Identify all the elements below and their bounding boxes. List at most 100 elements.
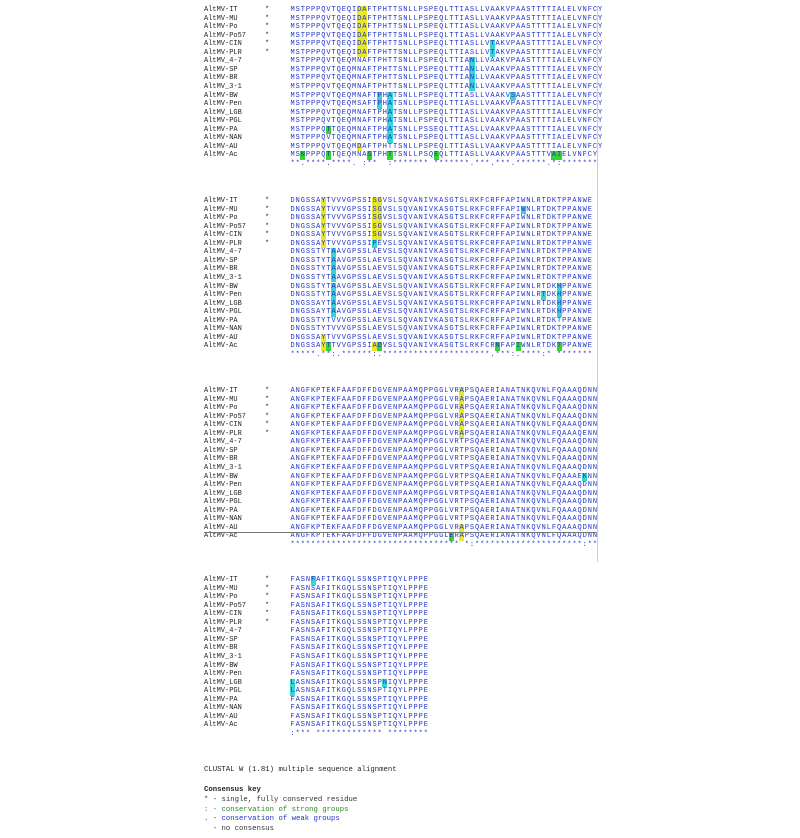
sequence-name: AltMV-Ac xyxy=(204,721,238,730)
sequence-name: AltMV_3-1 xyxy=(204,652,242,661)
sequence-residues: DNGSSTYTVVVGPSSLAEVSLSQVANIVKASGTSLRKFCR… xyxy=(290,325,592,334)
sequence-residues: MSTPPPQVTQEQMNAFTPHATSNLLPSPEQLTTIASLLVA… xyxy=(290,91,603,101)
sequence-name: AltMV-AU xyxy=(204,712,238,721)
sequence-residues: MSTPPPQVTQEQIDAFTPHTTSNLLPSPEQLTTIASLLVT… xyxy=(290,48,603,58)
sequence-residues: ANGFKPTEKFAAFDFFDGVENPAAMQPPGGLVRAPSQAER… xyxy=(290,523,598,533)
sequence-name: AltMV-PLR xyxy=(204,239,242,248)
sequence-name: AltMV-Pen xyxy=(204,100,242,109)
sequence-name: AltMV_3-1 xyxy=(204,82,242,91)
sequence-residues: ANGFKPTEKFAAFDFFDGVENPAAMQPPGGLVRAPSQAER… xyxy=(290,412,598,422)
sequence-residues: DNGSSAYTVVVGPSSISGVSLSQVANIVKASGTSLRKFCR… xyxy=(290,205,592,215)
sequence-residues: ANGFKPTEKFAAFDFFDGVENPAAMQPPGGLVRAPSQAER… xyxy=(290,395,598,405)
sequence-residues: FASNSAFITKGQLSSNSPTIQYLPPPE xyxy=(290,627,428,636)
sequence-residues: DNGSSAYTAAVGPSSLAEVSLSQVANIVKASGTSLRKFCR… xyxy=(290,308,592,317)
sequence-name: AltMV-Ac xyxy=(204,342,238,351)
sequence-name: AltMV-PA xyxy=(204,316,238,325)
sequence-name: AltMV-IT xyxy=(204,197,238,205)
sequence-name: AltMV-SP xyxy=(204,635,238,644)
sequence-name: AltMV-IT xyxy=(204,6,238,14)
identity-star: * xyxy=(265,48,270,57)
identity-star: * xyxy=(265,239,270,248)
sequence-name: AltMV-PLR xyxy=(204,618,242,627)
sequence-residues: FASNSAFITKGQLSSNSPTIQYLPPPE xyxy=(290,644,428,653)
sequence-residues: FASNSAFITKGQLSSNSPTIQYLPPPE xyxy=(290,695,428,704)
sequence-residues: DNGSSAYTVVVGPSSISGVSLSQVANIVKASGTSLRKFCR… xyxy=(290,222,592,232)
identity-star: * xyxy=(265,222,270,231)
sequence-name: AltMV-CIN xyxy=(204,231,242,240)
sequence-name: AltMV-PGL xyxy=(204,117,242,126)
sequence-residues: ANGFKPTEKFAAFDFFDGVENPAAMQPPGGLVRTPSQAER… xyxy=(290,506,598,515)
identity-star: * xyxy=(265,205,270,214)
sequence-residues: MSTPPPQVTQEQIDAFTPHTTSNLLPSPEQLTTIASLLVA… xyxy=(290,6,603,15)
sequence-residues: DNGSSAYTVVVGPSSIPEVSLSQVANIVKASGTSLRKFCR… xyxy=(290,239,592,249)
sequence-name: AltMV_3-1 xyxy=(204,463,242,472)
sequence-residues: ANGFKPTEKFAAFDFFDGVENPAAMQPPGGLVRTPSQAER… xyxy=(290,472,598,482)
identity-star: * xyxy=(265,387,270,395)
sequence-name: AltMV-BW xyxy=(204,661,238,670)
sequence-name: AltMV-MU xyxy=(204,584,238,593)
sequence-residues: DNGSSAYTVVVGPSSISGVSLSQVANIVKASGTSLRKFCR… xyxy=(290,197,592,206)
identity-star: * xyxy=(265,197,270,205)
sequence-name: AltMV-BW xyxy=(204,472,238,481)
sequence-residues: MSTPPPQVTQEQIDAFTPHTTSNLLPSPEQLTTIASLLVA… xyxy=(290,31,603,41)
sequence-residues: FASNSAFITKGQLSSNSPTIQYLPPPE xyxy=(290,635,428,644)
identity-star: * xyxy=(265,618,270,627)
sequence-residues: FASNSAFITKGQLSSNSPTIQYLPPPE xyxy=(290,721,428,730)
sequence-name: AltMV-BW xyxy=(204,282,238,291)
sequence-residues: MSTPPPQVTQEQMDAFTPHTTSNLLPSPEQLTTIASLLVA… xyxy=(290,142,603,152)
sequence-residues: DNGSSTYTAAVGPSSLAEVSLSQVANIVKASGTSLRKFCR… xyxy=(290,291,592,300)
identity-star: * xyxy=(265,412,270,421)
sequence-residues: DNGSSTYTAAVGPSSLAEVSLSQVANIVKASGTSLRKFCR… xyxy=(290,282,592,292)
identity-star: * xyxy=(265,14,270,23)
identity-star: * xyxy=(265,40,270,49)
sequence-name: AltMV-SP xyxy=(204,65,238,74)
sequence-residues: LASNSAFITKGQLSSNSPTIQYLPPPE xyxy=(290,687,428,696)
sequence-name: AltMV-SP xyxy=(204,256,238,265)
consensus-symbols: *****.**:.******:.*********************.… xyxy=(290,350,592,359)
identity-star: * xyxy=(265,231,270,240)
sequence-residues: ANGFKPTEKFAAFDFFDGVENPAAMQPPGGLVRTPSQAER… xyxy=(290,446,598,455)
sequence-name: AltMV-AU xyxy=(204,142,238,151)
sequence-residues: MSNPPPQTTQEQMNASTPHTTSNLLPSQEQLTTIASLLVA… xyxy=(290,151,598,160)
sequence-residues: MSTPPPQVTQEQIDAFTPHTTSNLLPSPEQLTTIASLLVA… xyxy=(290,23,603,32)
identity-star: * xyxy=(265,214,270,223)
identity-star: * xyxy=(265,6,270,14)
sequence-name: AltMV_3-1 xyxy=(204,273,242,282)
sequence-name: AltMV-BR xyxy=(204,74,238,83)
sequence-name: AltMV_4-7 xyxy=(204,438,242,447)
consensus-key-title: Consensus key xyxy=(204,786,261,794)
sequence-residues: FASNSAFITKGQLSSNSPTIQYLPPPE xyxy=(290,712,428,721)
sequence-residues: FASNFAFITKGQLSSNSPTIQYLPPPE xyxy=(290,576,428,585)
sequence-name: AltMV-PA xyxy=(204,695,238,704)
sequence-name: AltMV_LGB xyxy=(204,678,242,687)
sequence-residues: MSTPPPQVTQEQMNAFTPHTTSNLLPSPEQLTTIANLLVA… xyxy=(290,82,603,92)
sequence-residues: ANGFKPTEKFAAFDFFDGVENPAAMQPPGGLVRAPSQAER… xyxy=(290,429,598,439)
sequence-residues: MSTPPPQVTQEQMNAFTPHATSNLLPSPEQLTTIASLLVA… xyxy=(290,134,603,143)
consensus-key-item: - no consensus xyxy=(204,824,275,833)
sequence-name: AltMV-Po57 xyxy=(204,31,247,40)
sequence-name: AltMV-BR xyxy=(204,644,238,653)
sequence-residues: MSTPPPQVTQEQIDAFTPHTTSNLLPSPEQLTTIASLLVA… xyxy=(290,14,603,24)
sequence-residues: FASNSAFITKGQLSSNSPTIQYLPPPE xyxy=(290,610,428,619)
sequence-residues: MSTPPPQTTQEQMNAFTPHATSNLLPSSEQLTTIASLLVA… xyxy=(290,125,603,135)
sequence-residues: MSTPPPQVTQEQMNAFTPHATSNLLPSPEQLTTIASLLVA… xyxy=(290,117,603,126)
sequence-residues: ANGFKPTEKFAAFDFFDGVENPAAMQPPGGLVRTPSQAER… xyxy=(290,438,598,447)
sequence-residues: DNGSSTYTAAVGPSSLAEVSLSQVANIVKASGTSLRKFCR… xyxy=(290,248,592,257)
sequence-residues: FASNSAFITKGQLSSNSPTIQYLPPPE xyxy=(290,652,428,661)
sequence-name: AltMV-Po xyxy=(204,593,238,602)
sequence-residues: FASNSAFITKGQLSSNSPTIQYLPPPE xyxy=(290,618,428,627)
consensus-symbols: :*** ************* ******** xyxy=(290,729,428,738)
sequence-residues: ANGFKPTEKFAAFDFFDGVENPAAMQPPGGLVRAPSQAER… xyxy=(290,387,598,396)
identity-star: * xyxy=(265,610,270,619)
sequence-residues: FASNSAFITKGQLSSNSPTIQYLPPPE xyxy=(290,584,428,593)
sequence-residues: ANGFKPTEKFAAFDFFDGVENPAAMQPPGGLVRTPSQAER… xyxy=(290,489,598,498)
consensus-symbols: ********************************* *:****… xyxy=(290,540,598,549)
sequence-residues: DNGSSAYTAAVGPSSLAEVSLSQVANIVKASGTSLRKFCR… xyxy=(290,299,592,309)
sequence-name: AltMV-Pen xyxy=(204,670,242,679)
sequence-residues: MSTPPPQVTQEQIDAFTPHTTSNLLPSPEQLTTIASLLVT… xyxy=(290,40,603,49)
sequence-residues: FASNSAFITKGQLSSNSPTIQYLPPPE xyxy=(290,704,428,713)
sequence-name: AltMV-NAN xyxy=(204,134,242,143)
sequence-name: AltMV-IT xyxy=(204,576,238,584)
sequence-residues: DNGSSTYTAAVGPSSLAEVSLSQVANIVKASGTSLRKFCR… xyxy=(290,256,592,266)
sequence-name: AltMV-CIN xyxy=(204,421,242,430)
